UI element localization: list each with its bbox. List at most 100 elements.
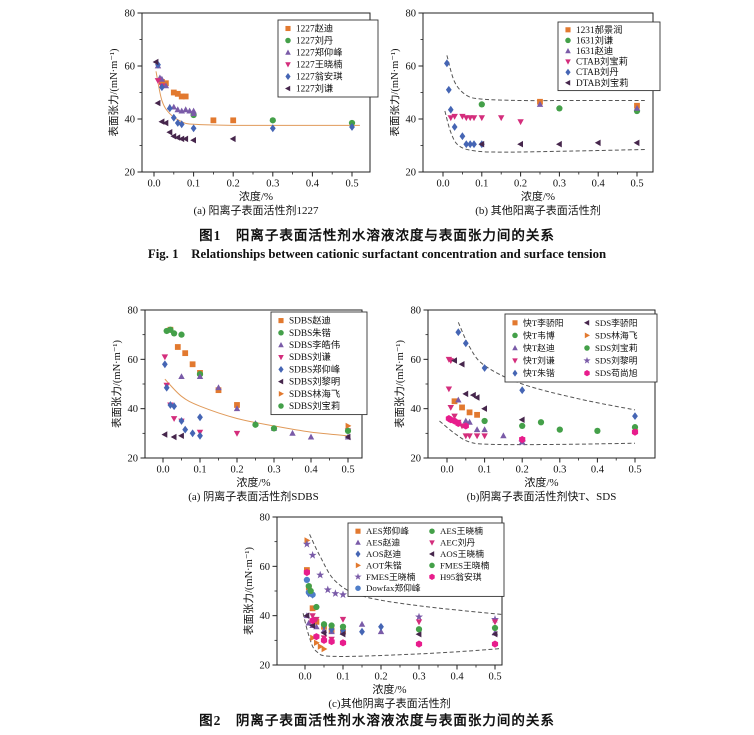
figure2-caption-zh: 图2 阴离子表面活性剂水溶液浓度与表面张力间的关系 [199, 713, 555, 728]
data-point-marker [467, 140, 473, 149]
legend-label: H95翁安琪 [440, 571, 482, 582]
series-points [152, 58, 356, 144]
chart-cationic-1227-container: 0.0 0.1 0.2 0.3 0.4 0.5 20 40 60 80 表面张力/(mN·m⁻¹) 浓… [107, 0, 384, 224]
legend-label: AOS赵迪 [366, 548, 401, 559]
data-point-marker [178, 417, 185, 425]
data-point-marker [565, 80, 571, 86]
data-point-marker [174, 344, 181, 350]
series-SDBS朱锴 [163, 326, 204, 378]
svg-text:40: 40 [411, 404, 422, 415]
data-point-marker [303, 612, 310, 619]
data-point-marker [170, 113, 177, 122]
data-point-marker [278, 391, 284, 397]
data-point-marker [303, 568, 310, 577]
data-point-marker [154, 99, 161, 107]
series-快T李骄阳 [451, 398, 480, 418]
data-point-marker [163, 383, 170, 392]
data-point-marker [174, 106, 181, 113]
y-axis-ticks: 20 40 60 80 [125, 9, 142, 179]
svg-text:0.5: 0.5 [345, 179, 358, 190]
series-AES王晓楠 [305, 582, 347, 630]
data-point-marker [633, 139, 640, 147]
svg-text:0.4: 0.4 [591, 465, 605, 476]
data-point-marker [455, 396, 462, 403]
svg-text:0.3: 0.3 [553, 179, 566, 190]
data-point-marker [491, 624, 499, 632]
data-point-marker [459, 132, 466, 141]
data-point-marker [481, 417, 488, 425]
series-SDS苟尚旭 [445, 415, 639, 444]
data-point-marker [447, 105, 454, 114]
envelope-curve [444, 110, 645, 153]
x-axis-ticks: 0.0 0.1 0.2 0.3 0.4 0.5 [156, 458, 355, 476]
data-point-marker [285, 49, 291, 55]
data-point-marker [233, 430, 241, 437]
legend-label: SDBS赵迪 [289, 315, 331, 327]
series-SDBS赵迪 [167, 326, 240, 408]
data-point-marker [320, 636, 328, 644]
y-axis-label: 表面张力/(mN·m⁻¹) [390, 48, 401, 137]
data-point-marker [309, 622, 315, 629]
data-point-marker [429, 540, 435, 546]
series-CTAB刘丹 [444, 59, 485, 149]
data-point-marker [466, 409, 473, 416]
data-point-marker [162, 119, 169, 127]
series-DTAB刘宝莉 [478, 139, 640, 148]
data-point-marker [278, 355, 284, 361]
data-point-marker [331, 589, 340, 597]
data-point-marker [339, 616, 347, 623]
legend-label: SDS刘黎明 [595, 355, 638, 366]
chart-subtitle: (c)其他阴离子表面活性剂 [328, 696, 450, 710]
data-point-marker [451, 123, 458, 131]
legend-label: SDS李骄阳 [595, 317, 638, 328]
legend-label: 1631赵迪 [576, 45, 613, 57]
data-point-marker [174, 90, 181, 97]
series-FMES王晓楠 [302, 539, 499, 623]
svg-text:80: 80 [128, 306, 139, 317]
data-point-marker [233, 405, 241, 412]
figure2-caption: 图2 阴离子表面活性剂水溶液浓度与表面张力间的关系 [0, 712, 754, 730]
data-point-marker [455, 419, 462, 427]
series-points [444, 59, 641, 149]
svg-text:0.1: 0.1 [475, 179, 488, 190]
data-point-marker [354, 573, 362, 580]
data-point-marker [182, 350, 189, 357]
svg-text:0.5: 0.5 [488, 672, 501, 683]
data-point-marker [174, 134, 181, 141]
x-axis-ticks: 0.0 0.1 0.2 0.3 0.4 0.5 [298, 665, 502, 683]
data-point-marker [359, 627, 365, 636]
data-point-marker [309, 613, 316, 620]
data-point-marker [349, 123, 355, 131]
data-point-marker [348, 119, 356, 127]
data-point-marker [536, 101, 544, 107]
legend-label: AES王晓楠 [440, 525, 483, 536]
data-point-marker [285, 62, 291, 68]
data-point-marker [162, 360, 168, 369]
svg-text:20: 20 [128, 454, 139, 465]
data-point-marker [473, 433, 481, 440]
data-point-marker [161, 431, 168, 438]
data-point-marker [512, 332, 518, 339]
data-point-marker [197, 431, 203, 440]
data-point-marker [565, 68, 571, 76]
envelope-curve [457, 322, 636, 411]
data-point-marker [161, 354, 169, 361]
envelope-curve [446, 55, 645, 102]
data-point-marker [473, 394, 480, 401]
data-point-marker [519, 386, 526, 395]
data-point-marker [447, 358, 454, 364]
data-point-marker [445, 85, 452, 94]
data-point-marker [415, 612, 423, 621]
data-point-marker [583, 356, 591, 364]
data-point-marker [307, 587, 314, 595]
data-point-marker [285, 73, 291, 80]
fit-curve [155, 71, 360, 126]
x-axis-label: 浓度/% [524, 475, 558, 489]
curves [439, 322, 636, 446]
chart-subtitle: (b)阴离子表面活性剂快T、SDS [467, 489, 617, 503]
data-point-marker [178, 373, 185, 379]
chart-other-cationic: 0.0 0.1 0.2 0.3 0.4 0.5 20 40 60 80 表面张力/(mN·m⁻¹) 浓… [388, 9, 661, 217]
data-point-marker [500, 432, 507, 439]
series-1631赵迪 [536, 101, 641, 111]
